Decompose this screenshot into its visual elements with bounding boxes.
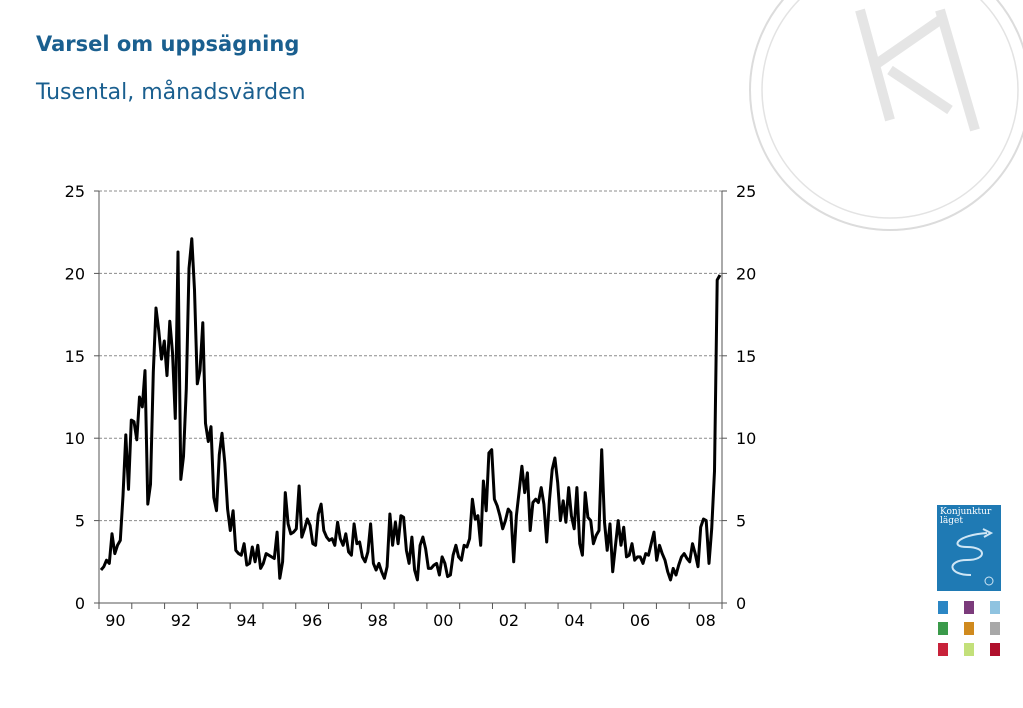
grid-lines — [99, 190, 722, 522]
y-tick-label-right: 15 — [736, 347, 756, 366]
y-tick-label-right: 5 — [736, 512, 746, 531]
y-tick-label-left: 10 — [65, 429, 85, 448]
thumbnail-blue[interactable] — [938, 601, 948, 614]
y-tick-label-left: 5 — [75, 512, 85, 531]
thumbnail-lightblue[interactable] — [990, 601, 1000, 614]
x-tick-label: 90 — [105, 611, 125, 630]
x-tick-label: 08 — [695, 611, 715, 630]
axes — [94, 190, 727, 609]
x-tick-label: 94 — [236, 611, 256, 630]
thumbnail-red[interactable] — [938, 643, 948, 656]
y-tick-label-right: 20 — [736, 264, 756, 283]
x-tick-label: 98 — [368, 611, 388, 630]
publication-cover-icon[interactable]: Konjunktur läget — [937, 505, 1001, 591]
cover-title-line1: Konjunktur — [940, 507, 992, 517]
y-tick-label-left: 15 — [65, 347, 85, 366]
y-tick-label-right: 0 — [736, 594, 746, 613]
x-axis-ticks: 90 92 94 96 98 00 02 04 06 08 — [105, 611, 716, 630]
cover-title: Konjunktur läget — [940, 508, 1000, 526]
y-tick-label-left: 20 — [65, 264, 85, 283]
institute-seal-watermark — [749, 0, 1023, 231]
series-layer — [99, 237, 722, 582]
thumbnail-orange[interactable] — [964, 622, 974, 635]
y-tick-label-right: 25 — [736, 182, 756, 201]
y-axis-right-ticks: 0 5 10 15 20 25 — [736, 182, 756, 613]
cover-squiggle-icon — [951, 528, 994, 586]
x-tick-label: 92 — [171, 611, 191, 630]
x-tick-label: 96 — [302, 611, 322, 630]
x-tick-label: 02 — [499, 611, 519, 630]
x-tick-label: 00 — [433, 611, 453, 630]
x-tick-label: 06 — [630, 611, 650, 630]
thumbnail-purple[interactable] — [964, 601, 974, 614]
chart-title: Varsel om uppsägning — [36, 32, 300, 56]
thumbnail-crimson[interactable] — [990, 643, 1000, 656]
y-tick-label-left: 0 — [75, 594, 85, 613]
x-tick-label: 04 — [564, 611, 584, 630]
thumbnail-gray[interactable] — [990, 622, 1000, 635]
y-tick-label-right: 10 — [736, 429, 756, 448]
cover-title-line2: läget — [940, 516, 963, 526]
chart-subtitle: Tusental, månadsvärden — [36, 80, 306, 105]
series-line — [99, 237, 722, 582]
thumbnail-lime[interactable] — [964, 643, 974, 656]
y-tick-label-left: 25 — [65, 182, 85, 201]
y-axis-left-ticks: 0 5 10 15 20 25 — [65, 182, 85, 613]
thumbnail-green[interactable] — [938, 622, 948, 635]
